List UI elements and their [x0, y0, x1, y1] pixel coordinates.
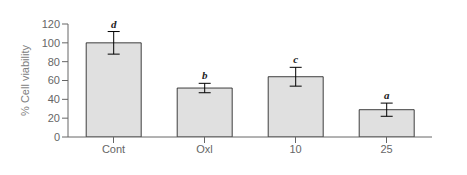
- svg-text:60: 60: [48, 74, 60, 86]
- svg-text:25: 25: [380, 143, 392, 155]
- svg-text:20: 20: [48, 112, 60, 124]
- svg-text:80: 80: [48, 56, 60, 68]
- svg-text:Oxl: Oxl: [196, 143, 213, 155]
- svg-text:10: 10: [289, 143, 301, 155]
- svg-text:40: 40: [48, 93, 60, 105]
- svg-text:120: 120: [42, 18, 60, 30]
- svg-text:a: a: [384, 89, 390, 101]
- svg-text:d: d: [111, 18, 117, 30]
- svg-text:c: c: [293, 53, 298, 65]
- svg-text:0: 0: [54, 131, 60, 143]
- svg-text:% Cell viability: % Cell viability: [19, 45, 31, 116]
- svg-text:100: 100: [42, 37, 60, 49]
- svg-text:Cont: Cont: [102, 143, 125, 155]
- svg-text:b: b: [202, 69, 208, 81]
